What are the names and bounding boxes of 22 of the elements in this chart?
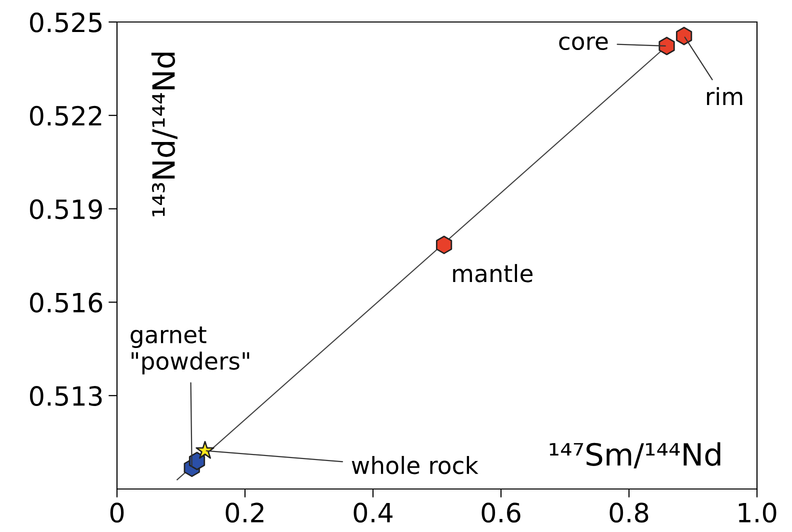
x-tick-label: 1.0 xyxy=(738,502,776,523)
x-tick-label: 0 xyxy=(110,502,124,523)
annotation: whole rock xyxy=(352,456,478,474)
annotation: garnet "powders" xyxy=(130,326,250,374)
y-tick-label: 0.516 xyxy=(30,292,102,313)
x-axis-title: ¹⁴⁷Sm/¹⁴⁴Nd xyxy=(550,442,720,468)
x-tick-label: 0.6 xyxy=(482,502,520,523)
y-tick-label: 0.525 xyxy=(30,12,102,32)
point xyxy=(436,236,452,254)
annotation: rim xyxy=(707,87,742,106)
point xyxy=(196,440,214,459)
y-axis-title: ¹⁴³Nd/¹⁴⁴Nd xyxy=(151,52,178,216)
y-tick-label: 0.519 xyxy=(30,199,102,220)
x-tick-label: 0.2 xyxy=(226,502,264,523)
x-tick-label: 0.4 xyxy=(354,502,393,523)
y-tick-label: 0.522 xyxy=(30,106,102,126)
y-tick-label: 0.513 xyxy=(30,386,102,406)
x-tick-label: 0.8 xyxy=(610,502,648,523)
point xyxy=(658,36,675,56)
annotation: core xyxy=(559,36,608,50)
annotation: mantle xyxy=(453,264,533,282)
point xyxy=(676,26,692,46)
